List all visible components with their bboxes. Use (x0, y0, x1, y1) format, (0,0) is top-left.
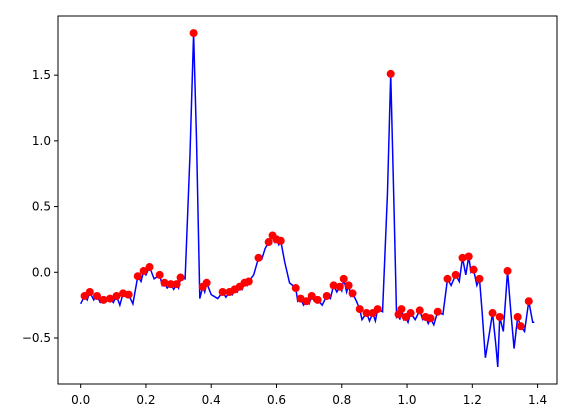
peak-point (133, 272, 142, 281)
peak-point (433, 307, 442, 316)
peak-point (189, 29, 198, 38)
peak-point (355, 305, 364, 314)
peak-point (464, 252, 473, 261)
peak-point (112, 291, 121, 300)
peak-point (339, 274, 348, 283)
peak-point (469, 265, 478, 274)
peak-point (264, 238, 273, 247)
plot-frame (57, 15, 558, 385)
signal-line (80, 33, 535, 367)
y-tick-label: −0.5 (22, 331, 51, 345)
peak-point (85, 288, 94, 296)
peak-point (426, 314, 435, 323)
peak-point (443, 274, 452, 283)
peak-point (451, 270, 460, 279)
y-tick-label: 1.5 (32, 68, 51, 82)
peak-point (348, 289, 357, 298)
peak-point (495, 312, 504, 321)
peak-point (488, 309, 497, 318)
peak-point (335, 282, 344, 291)
peak-point (124, 290, 133, 299)
peak-point (244, 277, 253, 286)
peak-point (218, 288, 227, 296)
x-tick-label: 0.0 (71, 393, 90, 407)
y-tick-label: 0.5 (32, 200, 51, 214)
peak-point (166, 280, 175, 289)
peak-point (503, 266, 512, 275)
y-tick-label: 1.0 (32, 134, 51, 148)
peak-point (202, 278, 211, 287)
peak-point (92, 291, 101, 300)
peak-point (106, 294, 115, 303)
peak-point (291, 284, 300, 293)
peak-point (172, 280, 181, 289)
peak-point (397, 305, 406, 314)
x-tick-label: 0.6 (267, 393, 286, 407)
peak-point (516, 322, 525, 331)
peak-point (276, 236, 285, 245)
peak-point (329, 281, 338, 290)
peak-point (373, 305, 382, 314)
peak-point (386, 69, 395, 78)
y-tick-label: 0.0 (32, 265, 51, 279)
peak-point (458, 253, 467, 262)
peak-point (160, 278, 169, 287)
x-tick-label: 1.0 (397, 393, 416, 407)
peak-point (176, 273, 185, 282)
peak-point (307, 291, 316, 300)
peak-point (415, 306, 424, 315)
peak-point (513, 312, 522, 321)
peak-point (313, 295, 322, 304)
peak-point (145, 263, 154, 272)
peak-point (155, 270, 164, 279)
x-tick-label: 0.4 (202, 393, 221, 407)
peak-point (322, 291, 331, 300)
peak-point (362, 309, 371, 318)
x-tick-label: 1.4 (528, 393, 547, 407)
peak-point (99, 295, 108, 304)
peak-point (254, 253, 263, 262)
peak-point (406, 309, 415, 318)
x-tick-label: 1.2 (463, 393, 482, 407)
peak-point (475, 274, 484, 283)
peak-point (302, 297, 311, 306)
peak-point (344, 281, 353, 290)
peak-point (139, 266, 148, 275)
peak-point (524, 297, 533, 306)
x-tick-label: 0.8 (332, 393, 351, 407)
x-tick-label: 0.2 (136, 393, 155, 407)
